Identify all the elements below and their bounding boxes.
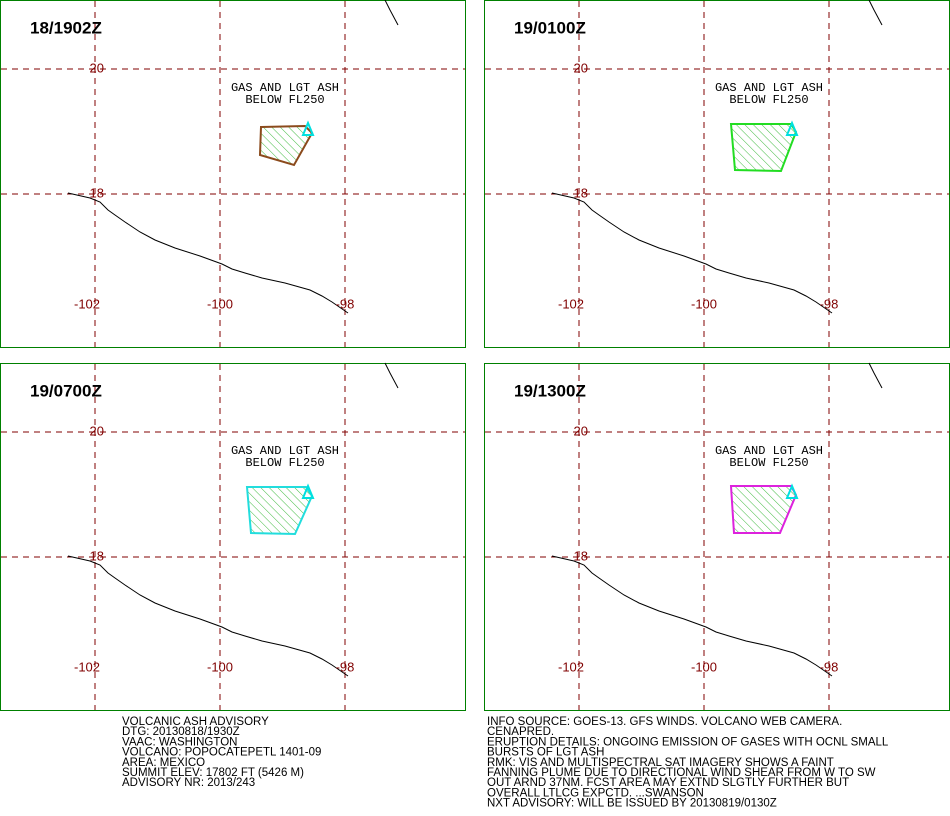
lat-label: 20 [90,423,104,438]
volcano-symbol [785,483,799,499]
detail-line: OUT ARND 37NM. FCST AREA MAY EXTND SLGTL… [487,777,849,789]
detail-line: CENAPRED. [487,726,554,738]
advisory-line: SUMMIT ELEV: 17802 FT (5426 M) [122,767,304,779]
detail-line: OVERALL LTLCG EXPCTD. ...SWANSON [487,787,704,799]
plume-annotation: GAS AND LGT ASH [231,444,339,458]
panel-frame [484,363,950,711]
coastline [384,362,399,389]
lat-label: 20 [574,60,588,75]
coastline [551,192,833,314]
detail-line: BURSTS OF LGT ASH [487,747,604,759]
detail-line: NXT ADVISORY: WILL BE ISSUED BY 20130819… [487,798,777,810]
ash-area [729,123,798,173]
lon-label: -100 [691,659,717,674]
plume-annotation: BELOW FL250 [729,93,808,107]
advisory-line: VAAC: WASHINGTON [122,736,237,748]
detail-line: INFO SOURCE: GOES-13. GFS WINDS. VOLCANO… [487,716,842,728]
volcano-symbol [301,483,315,499]
coastline [384,0,399,26]
valid-time: 19/0100Z [514,18,586,37]
lat-label: 18 [90,185,104,200]
lon-label: -98 [336,296,355,311]
detail-line: RMK: VIS AND MULTISPECTRAL SAT IMAGERY S… [487,757,834,769]
lon-label: -100 [691,296,717,311]
detail-line: FANNING PLUME DUE TO DIRECTIONAL WIND SH… [487,767,876,779]
advisory-line: ADVISORY NR: 2013/243 [122,777,255,789]
lat-label: 18 [574,548,588,563]
valid-time: 18/1902Z [30,18,102,37]
map-panel: 18/1902Z 20 18 -102 -100 -98 GAS AND LGT ASHBE… [0,0,466,348]
panel-frame [484,0,950,348]
valid-time: 19/0700Z [30,381,102,400]
lon-label: -102 [74,659,100,674]
advisory-line: VOLCANO: POPOCATEPETL 1401-09 [122,747,321,759]
advisory-line: AREA: MEXICO [122,757,205,769]
map-panel: 19/0700Z 20 18 -102 -100 -98 GAS AND LGT ASHBE… [0,362,466,711]
coastline [67,555,349,677]
plume-annotation: GAS AND LGT ASH [715,81,823,95]
lon-label: -98 [820,296,839,311]
lat-label: 18 [90,548,104,563]
coastline [551,555,833,677]
ash-area [245,486,314,536]
lon-label: -102 [74,296,100,311]
plume-annotation: BELOW FL250 [245,93,324,107]
advisory-line: VOLCANIC ASH ADVISORY [122,716,269,728]
ash-area [729,485,798,534]
map-panel: 19/1300Z 20 18 -102 -100 -98 GAS AND LGT ASHBE… [484,362,950,711]
advisory-line: DTG: 20130818/1930Z [122,726,240,738]
detail-line: ERUPTION DETAILS: ONGOING EMISSION OF GA… [487,736,889,748]
coastline [868,362,883,389]
coastline [868,0,883,26]
lon-label: -102 [558,296,584,311]
valid-time: 19/1300Z [514,381,586,400]
map-panel: 19/0100Z 20 18 -102 -100 -98 GAS AND LGT ASHBE… [484,0,950,348]
lon-label: -98 [336,659,355,674]
plume-annotation: BELOW FL250 [729,456,808,470]
panel-frame [0,363,466,711]
volcano-symbol [785,120,799,136]
plume-annotation: GAS AND LGT ASH [715,444,823,458]
volcano-symbol [301,120,315,136]
plume-annotation: BELOW FL250 [245,456,324,470]
lat-label: 18 [574,185,588,200]
lon-label: -100 [207,296,233,311]
lon-label: -102 [558,659,584,674]
lat-label: 20 [574,423,588,438]
ash-area [258,124,314,167]
lon-label: -98 [820,659,839,674]
plume-annotation: GAS AND LGT ASH [231,81,339,95]
lat-label: 20 [90,60,104,75]
coastline [67,192,349,314]
lon-label: -100 [207,659,233,674]
panel-frame [0,0,466,348]
